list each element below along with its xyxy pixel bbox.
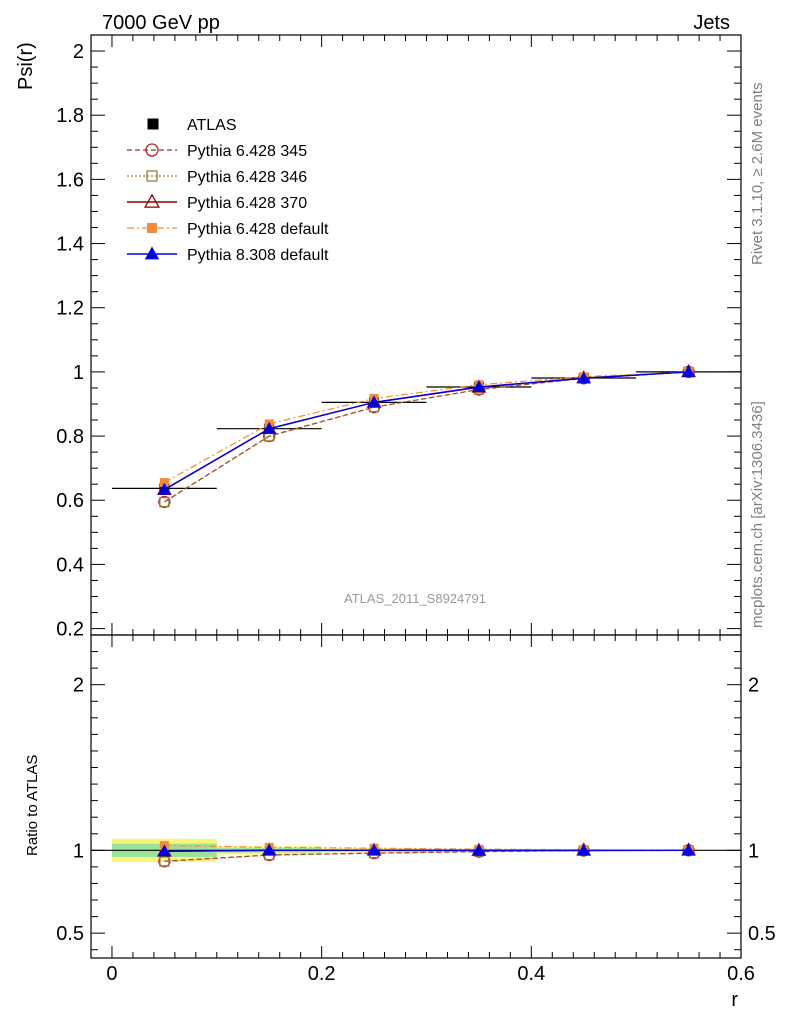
main-y-axis-title: Psi(r) (15, 42, 37, 90)
main-y-tick-label: 1.2 (56, 298, 84, 320)
legend-label-4: Pythia 6.428 default (187, 221, 329, 238)
x-tick-label: 0.2 (308, 963, 336, 985)
main-y-tick-label: 0.4 (56, 554, 84, 576)
main-y-tick-label: 2 (73, 41, 84, 63)
legend-label-5: Pythia 8.308 default (187, 247, 329, 264)
series-point-5 (577, 371, 591, 384)
ratio-point-2 (159, 856, 170, 867)
legend-marker-2 (146, 170, 158, 182)
legend-marker-5 (144, 246, 160, 260)
ratio-plot: 0 0.2 0.4 0.6 0.5 0.5 1 1 2 2 (56, 35, 776, 985)
main-y-tick-label: 0.8 (56, 426, 84, 448)
main-y-tick-label: 1.6 (56, 169, 84, 191)
ratio-line-5 (164, 849, 689, 853)
main-y-tick-label: 1.4 (56, 234, 84, 256)
legend-label-3: Pythia 6.428 370 (187, 195, 307, 212)
ratio-point-5 (262, 843, 276, 856)
legend-marker-3 (143, 193, 161, 208)
ratio-point-5 (367, 843, 381, 856)
legend-marker-1 (145, 143, 159, 157)
main-plot: 0.2 0.4 0.6 0.8 1 1.2 1.4 1.6 1.8 2 (56, 34, 742, 641)
ratio-frame (90, 634, 742, 959)
ratio-y-tick-label: 0.5 (56, 923, 84, 945)
x-axis-title: r (731, 989, 738, 1011)
ratio-y-tick-label-right: 0.5 (748, 923, 776, 945)
series-point-5 (262, 421, 276, 434)
ratio-point-5 (681, 843, 696, 856)
legend-label-2: Pythia 6.428 346 (187, 169, 307, 186)
header-process: Jets (693, 12, 730, 34)
series-point-5 (367, 395, 381, 408)
series-line-5 (164, 371, 689, 491)
series-point-5 (681, 365, 696, 377)
series-point-1 (158, 495, 171, 508)
ratio-point-5 (472, 843, 486, 856)
ratio-y-tick-label-right: 1 (748, 840, 759, 862)
ratio-y-tick-label: 1 (73, 840, 84, 862)
main-y-tick-label: 1 (73, 362, 84, 384)
series-line-3 (164, 371, 689, 491)
x-tick-label: 0.6 (727, 963, 755, 985)
legend-marker-4 (147, 223, 157, 233)
series-point-5 (472, 380, 486, 392)
ratio-y-tick-label: 2 (73, 675, 84, 697)
ratio-point-5 (577, 843, 591, 856)
ratio-y-tick-label-right: 2 (748, 675, 759, 697)
header-energy: 7000 GeV pp (102, 12, 220, 34)
analysis-watermark: ATLAS_2011_S8924791 (344, 591, 486, 606)
series-line-4 (164, 371, 689, 484)
legend-marker-atlas (147, 118, 159, 130)
x-tick-label: 0 (106, 963, 117, 985)
legend: ATLAS Pythia 6.428 345 Pythia 6.428 346 Pyt… (127, 117, 329, 264)
side-mcplots-label: mcplots.cern.ch [arXiv:1306.3436] (749, 401, 766, 628)
series-point-5 (157, 482, 171, 495)
legend-label-1: Pythia 6.428 345 (187, 143, 307, 160)
ratio-y-axis-title: Ratio to ATLAS (24, 755, 41, 856)
series-point-2 (159, 497, 170, 508)
main-y-tick-label: 0.2 (56, 619, 84, 641)
x-tick-label: 0.4 (517, 963, 545, 985)
main-y-tick-label: 0.6 (56, 490, 84, 512)
side-rivet-label: Rivet 3.1.10, ≥ 2.6M events (749, 83, 766, 266)
series-point-4 (159, 478, 169, 488)
ratio-point-5 (157, 844, 171, 857)
legend-label-0: ATLAS (187, 117, 237, 134)
main-y-tick-label: 1.8 (56, 105, 84, 127)
